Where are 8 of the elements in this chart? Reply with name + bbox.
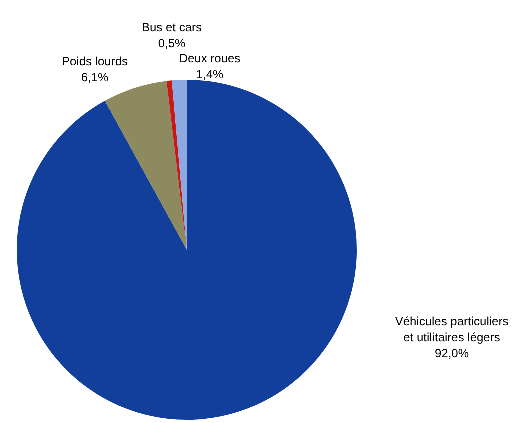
data-label: 1,4%: [196, 67, 224, 82]
slice-label: Deux roues: [179, 51, 241, 66]
data-label: 92,0%: [434, 346, 470, 360]
slice-label: Poids lourds: [62, 54, 128, 68]
data-label: 6,1%: [81, 70, 109, 84]
slice-label: Véhicules particuliers et utilitaires légers: [395, 314, 509, 344]
data-label: 0,5%: [158, 36, 186, 50]
slice-label: Bus et cars: [142, 20, 202, 34]
